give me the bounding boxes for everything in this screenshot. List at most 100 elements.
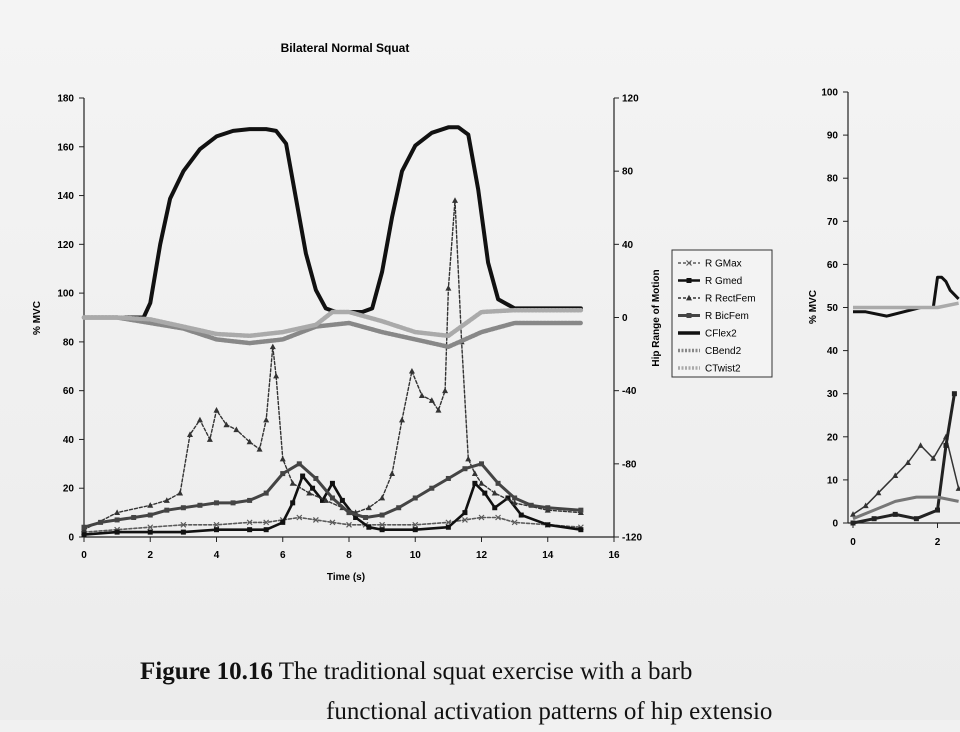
data-point-r-rectfem — [187, 431, 193, 437]
data-point-r-bicfem — [131, 514, 137, 520]
data-point-r-gmax — [296, 514, 303, 521]
y-axis-label: % MVC — [32, 301, 43, 335]
y2-tick-label: -120 — [622, 533, 642, 544]
x-tick-label: 2 — [147, 550, 153, 561]
data-point-r-rectfem — [442, 387, 449, 394]
second-data-point — [913, 516, 919, 522]
x-tick-label: 16 — [608, 550, 620, 561]
second-x-tick-label: 2 — [935, 537, 941, 548]
x-tick-label: 14 — [542, 550, 554, 561]
caption-line-2: functional activation patterns of hip ex… — [326, 698, 773, 725]
data-point-r-rectfem — [233, 426, 240, 433]
series-line-r-bicfem — [82, 462, 583, 529]
second-y-tick-label: 80 — [827, 174, 839, 185]
data-point-r-rectfem — [177, 489, 184, 496]
data-point-r-rectfem — [435, 406, 442, 413]
data-point-r-gmed — [214, 527, 219, 533]
y2-tick-label: -40 — [622, 386, 637, 397]
data-point-r-gmax — [379, 521, 386, 528]
data-point-r-bicfem — [296, 461, 302, 467]
second-y-tick-label: 70 — [827, 217, 839, 228]
data-point-r-bicfem — [396, 505, 402, 511]
y-tick-label: 140 — [57, 191, 74, 202]
second-data-point — [850, 520, 856, 526]
x-tick-label: 4 — [214, 550, 220, 561]
data-point-r-bicfem — [512, 495, 518, 501]
second-data-point — [892, 472, 899, 478]
second-data-point — [862, 502, 869, 509]
data-point-r-rectfem — [445, 285, 452, 291]
second-series-group — [850, 275, 960, 526]
legend-label: R RectFem — [705, 294, 756, 305]
legend-label: R GMax — [705, 259, 742, 270]
data-point-r-gmed — [300, 473, 306, 479]
data-point-r-gmed — [147, 529, 153, 535]
data-point-r-bicfem — [379, 512, 385, 518]
second-data-point — [904, 459, 911, 466]
second-y-tick-label: 20 — [827, 432, 839, 443]
second-y-tick-label: 60 — [827, 260, 839, 271]
y-tick-label: 120 — [57, 240, 74, 251]
second-series-1 — [853, 275, 960, 318]
data-point-r-gmed — [472, 480, 478, 486]
data-point-r-rectfem — [213, 406, 220, 413]
data-point-r-gmax — [412, 521, 419, 528]
data-point-r-gmax — [180, 521, 187, 528]
x-tick-label: 0 — [81, 550, 87, 561]
data-point-r-rectfem — [306, 489, 313, 496]
data-point-r-bicfem — [147, 512, 153, 518]
data-point-r-rectfem — [365, 504, 372, 511]
series-line-ctwist2 — [81, 307, 584, 339]
data-point-r-bicfem — [346, 510, 352, 516]
second-series-line — [853, 301, 959, 310]
second-y-tick-label: 100 — [821, 88, 838, 99]
data-point-r-gmed — [353, 514, 359, 520]
data-point-r-gmed — [492, 505, 498, 511]
legend-item-ctwist2: CTwist2 — [678, 364, 741, 375]
second-series-5 — [852, 495, 959, 521]
data-point-r-gmed — [518, 512, 524, 518]
second-series-3 — [850, 433, 960, 517]
y-tick-label: 180 — [57, 94, 74, 105]
series-cflex2 — [82, 125, 583, 320]
legend-item-r-rectfem: R RectFem — [678, 294, 756, 305]
second-data-point — [955, 485, 960, 491]
second-series-line — [852, 495, 959, 521]
legend-item-r-gmed: R Gmed — [678, 276, 742, 287]
y-tick-label: 80 — [63, 337, 75, 348]
data-point-r-bicfem — [313, 475, 319, 481]
data-point-r-gmax — [329, 519, 336, 526]
data-point-r-rectfem — [428, 397, 435, 403]
second-data-point — [930, 455, 937, 461]
data-point-r-gmed — [445, 524, 451, 530]
second-data-point — [935, 507, 940, 513]
y-tick-label: 20 — [63, 484, 75, 495]
data-point-r-bicfem — [445, 475, 451, 481]
legend-label: CBend2 — [705, 346, 742, 357]
legend-item-r-bicfem: R BicFem — [678, 311, 749, 322]
second-y-tick-label: 30 — [827, 389, 839, 400]
x-tick-label: 6 — [280, 550, 286, 561]
data-point-r-bicfem — [164, 507, 170, 513]
legend-marker — [686, 260, 692, 266]
main-chart-axes — [83, 98, 615, 538]
data-point-r-gmed — [180, 529, 186, 535]
y2-tick-label: 120 — [622, 94, 639, 105]
data-point-r-bicfem — [429, 485, 435, 491]
figure-caption: Figure 10.16 The traditional squat exerc… — [140, 652, 772, 732]
y2-tick-label: 80 — [622, 167, 634, 178]
second-series-4 — [850, 391, 957, 526]
x-tick-label: 10 — [410, 550, 422, 561]
data-point-r-bicfem — [98, 519, 104, 525]
y-tick-label: 40 — [63, 435, 75, 446]
y-tick-label: 0 — [68, 533, 74, 544]
data-point-r-bicfem — [545, 505, 551, 511]
y2-axis-label: Hip Range of Motion — [651, 269, 662, 366]
data-point-r-bicfem — [81, 524, 87, 530]
data-point-r-rectfem — [399, 416, 405, 423]
figure-number: Figure 10.16 — [140, 658, 273, 685]
data-point-r-gmed — [263, 527, 269, 533]
main-series-group — [81, 125, 584, 538]
data-point-r-gmax — [263, 519, 270, 526]
